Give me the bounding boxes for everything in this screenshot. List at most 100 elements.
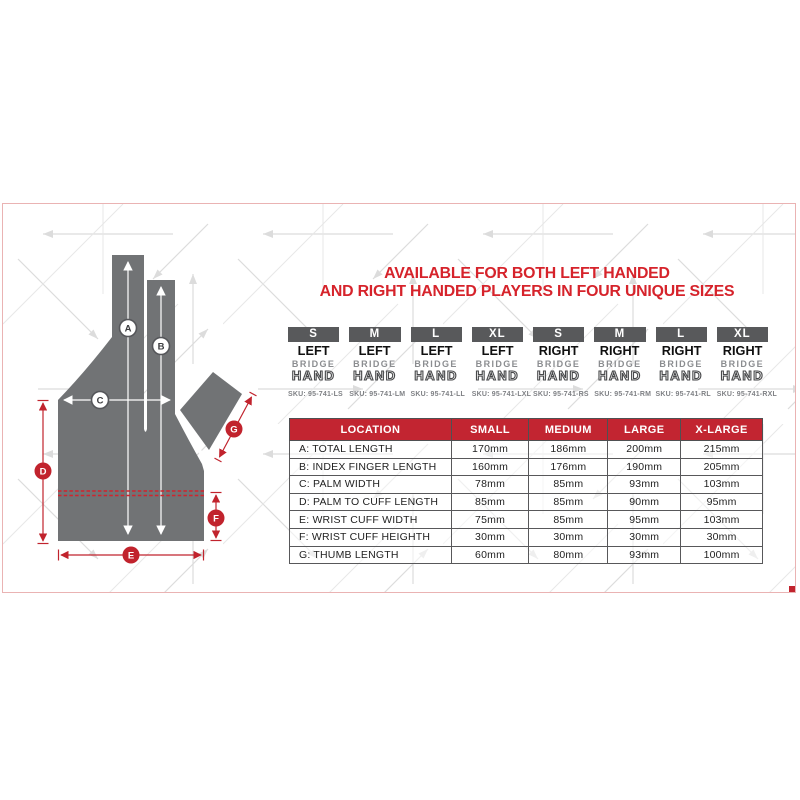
corner-accent [789,586,795,592]
table-value-cell: 30mm [607,527,682,547]
hand-side-label: RIGHT [661,344,701,358]
hand-side-label: LEFT [420,344,453,358]
table-value-cell: 30mm [450,527,530,547]
size-option: L RIGHT BRIDGE HAND SKU: 95-741-RL [655,327,711,398]
spec-sheet-panel: A B C D E F G AVAILABLE FOR BOTH LEFT HA… [2,203,796,593]
marker-g [225,420,243,438]
marker-b [151,336,171,356]
hand-side-label: RIGHT [722,344,763,358]
size-letter-badge: S [288,327,340,342]
sku-label: SKU: 95-741-RXL [716,391,777,398]
table-value-cell: 160mm [450,457,530,477]
hand-label: HAND [475,368,520,383]
svg-text:E: E [128,550,134,561]
size-letter-badge: XL [471,327,523,342]
hand-label: HAND [598,368,642,383]
sku-label: SKU: 95-741-LL [410,391,466,398]
svg-text:A: A [125,323,132,334]
table-value-cell: 95mm [607,510,682,529]
headline-line-2: AND RIGHT HANDED PLAYERS IN FOUR UNIQUE … [319,282,735,300]
table-value-cell: 95mm [680,492,763,512]
size-option: S RIGHT BRIDGE HAND SKU: 95-741-RS [533,327,589,398]
size-option: XL LEFT BRIDGE HAND SKU: 95-741-LXL [471,327,532,398]
hand-side-label: LEFT [481,344,514,358]
hand-label: HAND [659,368,703,383]
table-row: E: WRIST CUFF WIDTH 75mm 85mm 95mm 103mm [289,510,763,529]
table-row: A: TOTAL LENGTH 170mm 186mm 200mm 215mm [289,440,763,459]
table-value-cell: 205mm [680,457,763,477]
hand-label: HAND [291,368,336,383]
bridge-label: BRIDGE [291,359,336,369]
size-option: L LEFT BRIDGE HAND SKU: 95-741-LL [410,327,466,398]
thumb-web-separator [173,406,212,470]
table-value-cell: 215mm [680,440,763,459]
table-value-cell: 93mm [607,545,682,565]
table-value-cell: 90mm [607,492,682,512]
size-letter-badge: L [655,327,707,342]
table-location-cell: C: PALM WIDTH [289,475,452,494]
table-value-cell: 85mm [450,492,530,512]
table-value-cell: 176mm [528,457,609,477]
bridge-label: BRIDGE [659,359,703,369]
table-value-cell: 85mm [528,475,609,494]
marker-e [122,546,140,564]
size-table-header-row: LOCATION SMALL MEDIUM LARGE X-LARGE [289,418,763,441]
marker-d [34,462,52,480]
table-location-cell: A: TOTAL LENGTH [289,440,452,459]
marker-circles-red: D E F G [34,420,243,564]
size-letter-badge: M [594,327,646,342]
table-value-cell: 93mm [607,475,682,494]
table-value-cell: 75mm [450,510,530,529]
table-row: G: THUMB LENGTH 60mm 80mm 93mm 100mm [289,545,763,565]
table-value-cell: 170mm [450,440,530,459]
marker-circles-white: A B C [90,318,171,410]
hand-side-label: RIGHT [600,344,640,358]
bridge-label: BRIDGE [414,359,458,369]
column-header: LOCATION [289,418,452,441]
marker-a [118,318,138,338]
bridge-label: BRIDGE [598,359,642,369]
sku-label: SKU: 95-741-RL [655,391,711,398]
hand-label: HAND [414,368,458,383]
sku-label: SKU: 95-741-RM [594,391,652,398]
size-letter-badge: XL [716,327,768,342]
sku-label: SKU: 95-741-LM [349,391,406,398]
svg-text:B: B [158,341,165,352]
headline-line-1: AVAILABLE FOR BOTH LEFT HANDED [384,265,670,282]
table-row: B: INDEX FINGER LENGTH 160mm 176mm 190mm 20… [289,457,763,477]
size-option: M RIGHT BRIDGE HAND SKU: 95-741-RM [594,327,652,398]
svg-text:G: G [230,424,237,435]
table-location-cell: E: WRIST CUFF WIDTH [289,510,452,529]
bridge-label: BRIDGE [536,359,581,369]
hand-label: HAND [536,368,581,383]
table-value-cell: 80mm [528,545,609,565]
glove-thumb [180,372,242,450]
hand-side-label: LEFT [297,344,330,358]
svg-text:D: D [40,466,47,477]
column-header: LARGE [607,418,682,441]
size-option: M LEFT BRIDGE HAND SKU: 95-741-LM [349,327,406,398]
size-letter-badge: M [349,327,401,342]
table-value-cell: 103mm [680,475,763,494]
table-value-cell: 85mm [528,510,609,529]
headline: AVAILABLE FOR BOTH LEFT HANDED AND RIGHT… [289,265,764,300]
size-option: XL RIGHT BRIDGE HAND SKU: 95-741-RXL [716,327,777,398]
bridge-label: BRIDGE [353,359,397,369]
table-value-cell: 85mm [528,492,609,512]
sku-label: SKU: 95-741-LS [288,391,343,398]
table-value-cell: 186mm [528,440,609,459]
table-value-cell: 30mm [680,527,763,547]
hand-label: HAND [720,368,765,383]
table-location-cell: G: THUMB LENGTH [289,545,452,565]
table-row: D: PALM TO CUFF LENGTH 85mm 85mm 90mm 95mm [289,492,763,512]
marker-f [207,509,225,527]
table-value-cell: 30mm [528,527,609,547]
table-location-cell: B: INDEX FINGER LENGTH [289,457,452,477]
table-location-cell: F: WRIST CUFF HEIGHTH [289,527,452,547]
sku-label: SKU: 95-741-LXL [471,391,532,398]
table-row: C: PALM WIDTH 78mm 85mm 93mm 103mm [289,475,763,494]
table-location-cell: D: PALM TO CUFF LENGTH [289,492,452,512]
column-header: X-LARGE [680,418,763,441]
svg-text:C: C [97,395,104,406]
table-value-cell: 60mm [450,545,530,565]
